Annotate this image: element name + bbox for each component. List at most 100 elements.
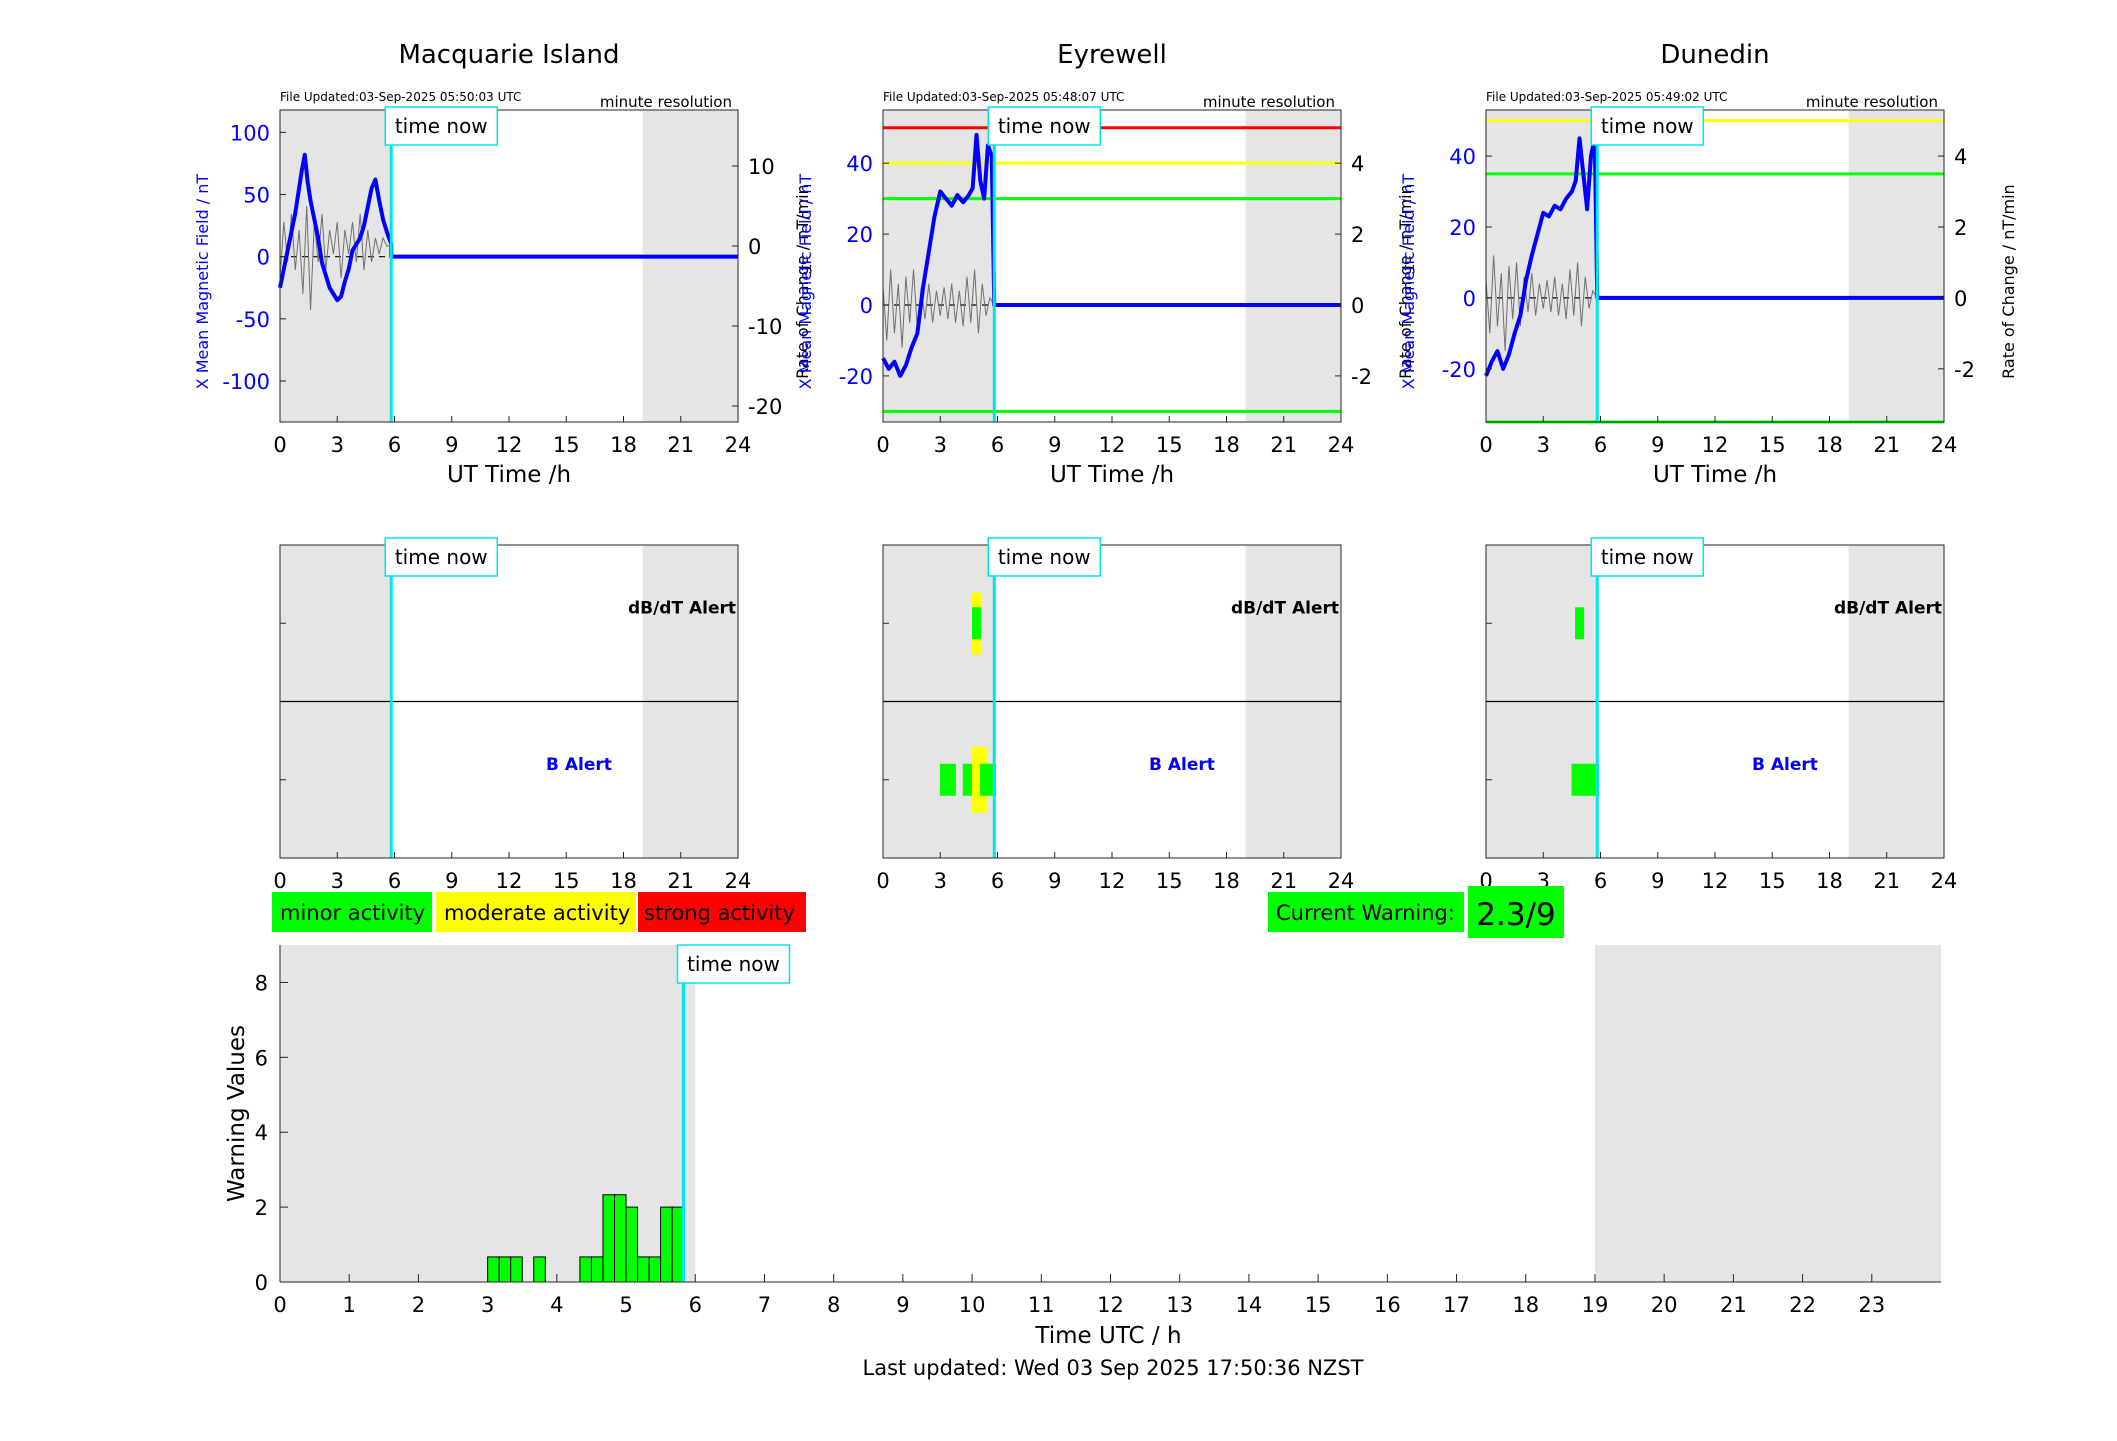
- x-field-series: [278, 152, 738, 303]
- x-tick-label: 3: [481, 1293, 494, 1317]
- field-plot: File Updated:03-Sep-2025 05:49:02 UTC min…: [1399, 90, 2018, 488]
- x-tick-label: 5: [619, 1293, 632, 1317]
- x-tick-label: 17: [1443, 1293, 1470, 1317]
- file-updated-text: File Updated:03-Sep-2025 05:48:07 UTC: [883, 90, 1124, 104]
- y-left-tick-label: 40: [846, 152, 873, 176]
- legend-minor-swatch: [272, 892, 432, 932]
- warning-bar: [637, 1256, 650, 1283]
- night-shade: [1245, 110, 1341, 422]
- y-left-tick-label: -50: [236, 308, 270, 332]
- x-axis-label: UT Time /h: [447, 462, 571, 488]
- y-left-tick-label: 20: [846, 223, 873, 247]
- y-tick-label: 2: [255, 1196, 268, 1220]
- x-axis-label: UT Time /h: [1050, 462, 1174, 488]
- current-warning: Current Warning: 2.3/9: [1268, 886, 1564, 938]
- last-updated-text: Last updated: Wed 03 Sep 2025 17:50:36 N…: [863, 1356, 1364, 1380]
- time-now-label: time now: [1601, 545, 1694, 569]
- current-warning-label-box: [1268, 892, 1464, 932]
- y-right-tick-label: 10: [748, 155, 775, 179]
- resolution-label: minute resolution: [1203, 93, 1335, 111]
- b-alert-label: B Alert: [546, 755, 612, 775]
- current-warning-label: Current Warning:: [1276, 901, 1455, 925]
- x-tick-label: 9: [1048, 869, 1061, 893]
- warning-bar: [602, 1194, 616, 1283]
- night-shade: [642, 110, 738, 422]
- b-alert-mark: [939, 763, 956, 796]
- x-tick-label: 24: [725, 433, 752, 457]
- x-tick-label: 12: [496, 433, 523, 457]
- night-shade: [1848, 110, 1944, 422]
- x-tick-label: 24: [1931, 869, 1958, 893]
- x-tick-label: 15: [1759, 869, 1786, 893]
- x-tick-label: 6: [1594, 433, 1607, 457]
- dbdt-alert-mark: [972, 607, 982, 640]
- x-tick-label: 0: [876, 869, 889, 893]
- x-tick-label: 15: [1305, 1293, 1332, 1317]
- x-tick-label: 24: [1328, 869, 1355, 893]
- x-tick-label: 14: [1236, 1293, 1263, 1317]
- x-tick-label: 21: [1270, 433, 1297, 457]
- x-field-series: [1484, 136, 1944, 377]
- time-now-label: time now: [395, 114, 488, 138]
- time-now-label: time now: [998, 545, 1091, 569]
- y-right-tick-label: -10: [748, 315, 782, 339]
- x-tick-label: 6: [991, 433, 1004, 457]
- legend-strong-swatch: [638, 892, 806, 932]
- x-tick-label: 9: [896, 1293, 909, 1317]
- y-right-axis-label: Rate of Change / nT/min: [1999, 184, 2018, 379]
- y-right-tick-label: 4: [1954, 145, 1967, 169]
- x-tick-label: 2: [412, 1293, 425, 1317]
- x-tick-label: 18: [1816, 869, 1843, 893]
- warning-bar: [533, 1256, 546, 1283]
- x-tick-label: 24: [1931, 433, 1958, 457]
- x-tick-label: 15: [553, 433, 580, 457]
- dbdt-alert-label: dB/dT Alert: [1834, 598, 1942, 618]
- x-tick-label: 6: [1594, 869, 1607, 893]
- x-tick-label: 1: [343, 1293, 356, 1317]
- x-tick-label: 8: [827, 1293, 840, 1317]
- x-tick-label: 21: [1873, 869, 1900, 893]
- y-right-axis-label: Rate of Change / nT/min: [1396, 184, 1415, 379]
- x-tick-label: 21: [667, 869, 694, 893]
- x-tick-label: 6: [689, 1293, 702, 1317]
- current-warning-value: 2.3/9: [1476, 897, 1555, 933]
- x-tick-label: 22: [1789, 1293, 1816, 1317]
- b-alert-mark: [1582, 763, 1599, 796]
- time-now-label: time now: [687, 952, 780, 976]
- y-tick-label: 8: [255, 971, 268, 995]
- x-tick-label: 20: [1651, 1293, 1678, 1317]
- dbdt-alert-label: dB/dT Alert: [1231, 598, 1339, 618]
- warning-bar: [590, 1256, 604, 1283]
- x-tick-label: 21: [1270, 869, 1297, 893]
- station-macquarie: Macquarie Island File Updated:03-Sep-2025…: [193, 40, 812, 893]
- time-now-label-box: [1590, 537, 1705, 577]
- station-title: Eyrewell: [1057, 40, 1167, 70]
- y-right-tick-label: 0: [1954, 287, 1967, 311]
- legend-moderate-label: moderate activity: [444, 901, 630, 925]
- x-tick-label: 18: [1213, 869, 1240, 893]
- time-now-label-box: [676, 944, 791, 984]
- legend-strong-label: strong activity: [644, 901, 795, 925]
- activity-legend: minor activity moderate activity strong …: [272, 892, 806, 932]
- x-tick-label: 0: [876, 433, 889, 457]
- x-tick-label: 12: [1702, 433, 1729, 457]
- y-right-tick-label: 2: [1351, 223, 1364, 247]
- x-tick-label: 7: [758, 1293, 771, 1317]
- x-tick-label: 18: [1213, 433, 1240, 457]
- station-dunedin: Dunedin File Updated:03-Sep-2025 05:49:02…: [1399, 40, 2018, 893]
- y-tick-label: 0: [255, 1271, 268, 1295]
- x-tick-label: 0: [273, 869, 286, 893]
- y-right-tick-label: 0: [748, 235, 761, 259]
- y-right-tick-label: -20: [748, 395, 782, 419]
- file-updated-text: File Updated:03-Sep-2025 05:50:03 UTC: [280, 90, 521, 104]
- time-now-label: time now: [998, 114, 1091, 138]
- x-tick-label: 12: [496, 869, 523, 893]
- y-right-tick-label: -2: [1954, 358, 1975, 382]
- x-tick-label: 12: [1099, 433, 1126, 457]
- x-tick-label: 0: [273, 1293, 286, 1317]
- x-tick-label: 18: [610, 869, 637, 893]
